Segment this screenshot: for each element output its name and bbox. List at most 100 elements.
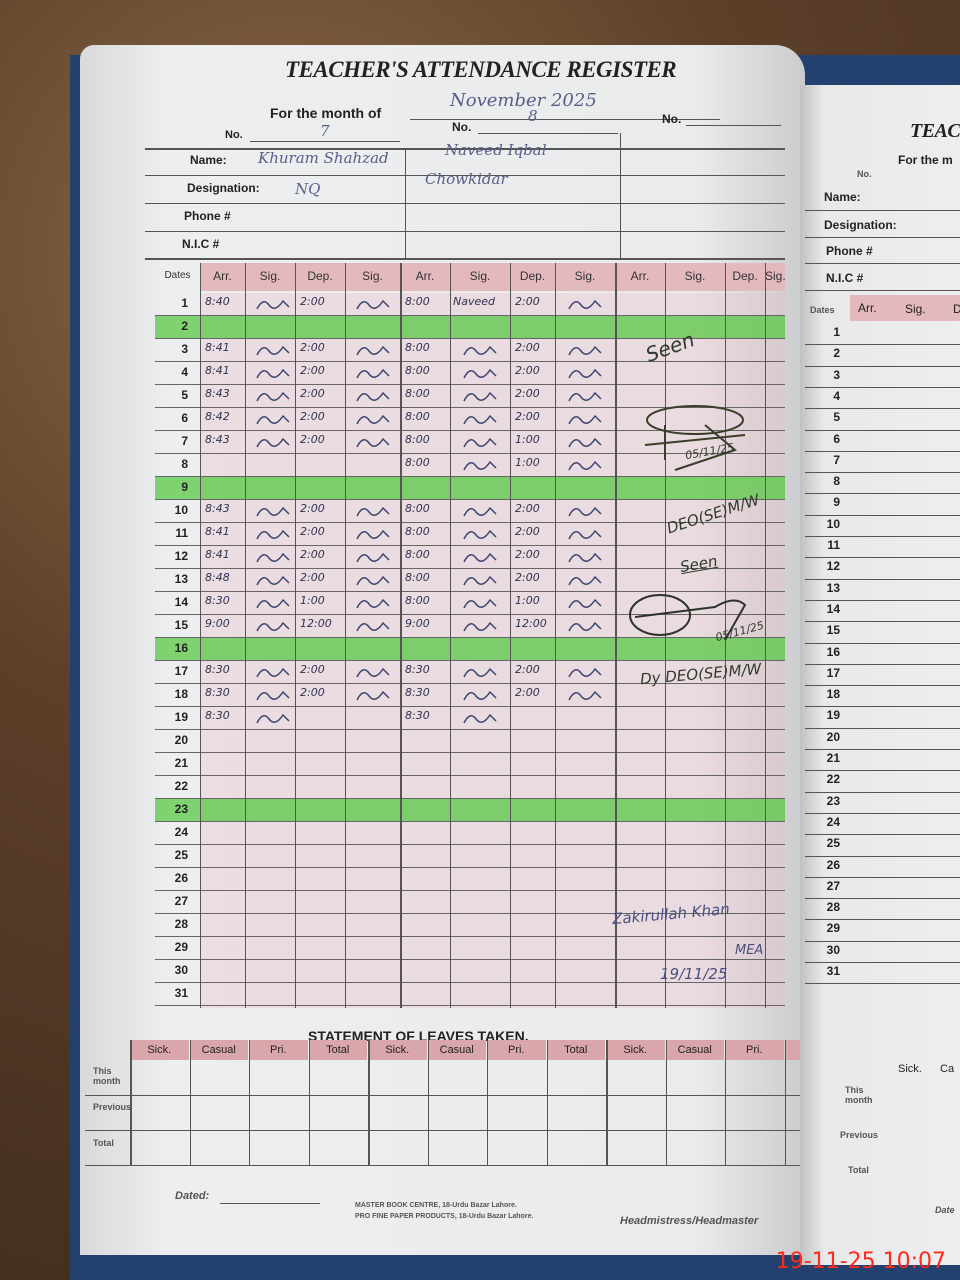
teacher-1-arrival-signature [253, 617, 293, 638]
teacher-1-arrival: 8:43 [205, 502, 230, 515]
dated-label: Dated: [175, 1190, 210, 1202]
month-label: For the month of [270, 105, 382, 121]
teacher-1-arrival-signature [253, 387, 293, 408]
table-row: 27 [155, 891, 785, 914]
camera-timestamp: 19-11-25 10:07 [775, 1249, 946, 1274]
teacher-1-departure: 2:00 [300, 571, 325, 584]
column-divider [725, 263, 726, 1008]
teacher-2-departure: 2:00 [515, 387, 540, 400]
right-date-cell: 15 [826, 623, 840, 638]
teacher-2-arrival: 9:00 [405, 617, 430, 630]
teacher-1-departure: 2:00 [300, 433, 325, 446]
teacher-1-arrival-signature [253, 594, 293, 615]
column-header-sig: Sig. [555, 263, 615, 291]
date-cell: 30 [174, 963, 188, 977]
teacher-2-departure-signature [565, 502, 605, 523]
teacher-2-departure: 2:00 [515, 410, 540, 423]
right-dates-header: Dates [810, 305, 835, 315]
teacher-1-departure-signature [353, 686, 393, 707]
column-header-sig: Sig. [245, 263, 295, 291]
signature-scribble-2 [629, 594, 747, 641]
column-divider [295, 263, 296, 1008]
teacher-2-departure-signature [565, 594, 605, 615]
holiday-row: 23 [155, 799, 785, 822]
column-header-sig: Sig. [345, 263, 400, 291]
teacher-1-arrival: 8:41 [205, 525, 230, 538]
right-dated-label: Date [935, 1205, 955, 1215]
teacher-2-departure: 1:00 [515, 456, 540, 469]
date-cell: 24 [174, 825, 188, 839]
leave-column-header: Sick. [368, 1040, 427, 1060]
table-row: 17 8:30 2:00 8:30 2:00 [155, 661, 785, 684]
right-leave-col-casual: Ca [940, 1063, 955, 1075]
teacher-2-arrival: 8:00 [405, 548, 430, 561]
teacher-2-arrival-signature [460, 571, 500, 592]
table-row: 25 [155, 845, 785, 868]
teacher-2-designation: Chowkidar [425, 170, 508, 188]
column-divider [510, 263, 511, 1008]
right-nic-label: N.I.C # [826, 271, 864, 285]
right-designation-label: Designation: [824, 218, 897, 232]
leave-row-label: This month [93, 1066, 121, 1086]
teacher-2-arrival-signature [460, 387, 500, 408]
date-cell: 23 [174, 802, 188, 816]
teacher-2-arrival-signature [460, 502, 500, 523]
table-row: 24 [155, 822, 785, 845]
table-row: 26 [155, 868, 785, 891]
teacher-1-departure: 2:00 [300, 364, 325, 377]
left-page: TEACHER'S ATTENDANCE REGISTER For the mo… [80, 45, 843, 1255]
teacher-2-departure-signature [565, 433, 605, 454]
teacher-2-departure-signature [565, 295, 605, 316]
teacher-2-arrival-signature: Naveed [453, 295, 495, 308]
right-date-cell: 19 [826, 708, 840, 723]
month-value: November 2025 [450, 90, 597, 111]
right-date-cell: 12 [826, 559, 840, 574]
date-cell: 27 [174, 894, 188, 908]
teacher-2-arrival-signature [460, 525, 500, 546]
teacher-2-departure-signature [565, 525, 605, 546]
teacher-2-departure: 2:00 [515, 502, 540, 515]
teacher-2-arrival-signature [460, 364, 500, 385]
right-date-cell: 25 [826, 836, 840, 851]
holiday-row: 9 [155, 477, 785, 500]
teacher-2-arrival: 8:00 [405, 571, 430, 584]
teacher-1-arrival: 8:48 [205, 571, 230, 584]
teacher-2-departure: 2:00 [515, 364, 540, 377]
teacher-1-arrival: 8:43 [205, 433, 230, 446]
column-header-sig: Sig. [665, 263, 725, 291]
teacher-1-arrival-signature [253, 364, 293, 385]
leave-column-header: Total [308, 1040, 367, 1060]
column-divider [345, 263, 346, 1008]
no-label-2: No. [452, 120, 472, 134]
teacher-2-no: 8 [528, 107, 538, 125]
teacher-2-arrival: 8:30 [405, 663, 430, 676]
right-date-cell: 5 [833, 410, 840, 425]
date-cell: 25 [174, 848, 188, 862]
teacher-2-departure: 2:00 [515, 341, 540, 354]
date-cell: 17 [174, 664, 188, 678]
teacher-2-arrival: 8:00 [405, 364, 430, 377]
column-divider [400, 263, 402, 1008]
right-month-label: For the m [898, 153, 953, 167]
date-cell: 10 [174, 503, 188, 517]
right-date-cell: 21 [826, 751, 840, 765]
table-row: 28 [155, 914, 785, 937]
teacher-2-arrival: 8:00 [405, 410, 430, 423]
teacher-2-departure-signature [565, 364, 605, 385]
holiday-row: 16 [155, 638, 785, 661]
table-row: 1 8:40 2:00 8:00 Naveed 2:00 [155, 293, 785, 316]
leave-column-header: Pri. [725, 1040, 784, 1060]
date-cell: 4 [181, 365, 188, 379]
right-date-cell: 28 [826, 900, 840, 915]
teacher-1-departure-signature [353, 364, 393, 385]
teacher-1-designation: NQ [295, 180, 321, 198]
attendance-table: Dates Arr. Sig. Dep. Sig. Arr. Sig. Dep. Sig. Arr… [155, 263, 786, 1008]
teacher-1-arrival-signature [253, 709, 293, 730]
no-label-1: No. [225, 129, 243, 141]
table-row: 18 8:30 2:00 8:30 2:00 [155, 684, 785, 707]
right-date-cell: 30 [826, 942, 840, 957]
teacher-2-departure: 12:00 [515, 617, 547, 630]
designation-label: Designation: [187, 181, 260, 195]
teacher-1-arrival-signature [253, 571, 293, 592]
teacher-2-arrival: 8:00 [405, 387, 430, 400]
